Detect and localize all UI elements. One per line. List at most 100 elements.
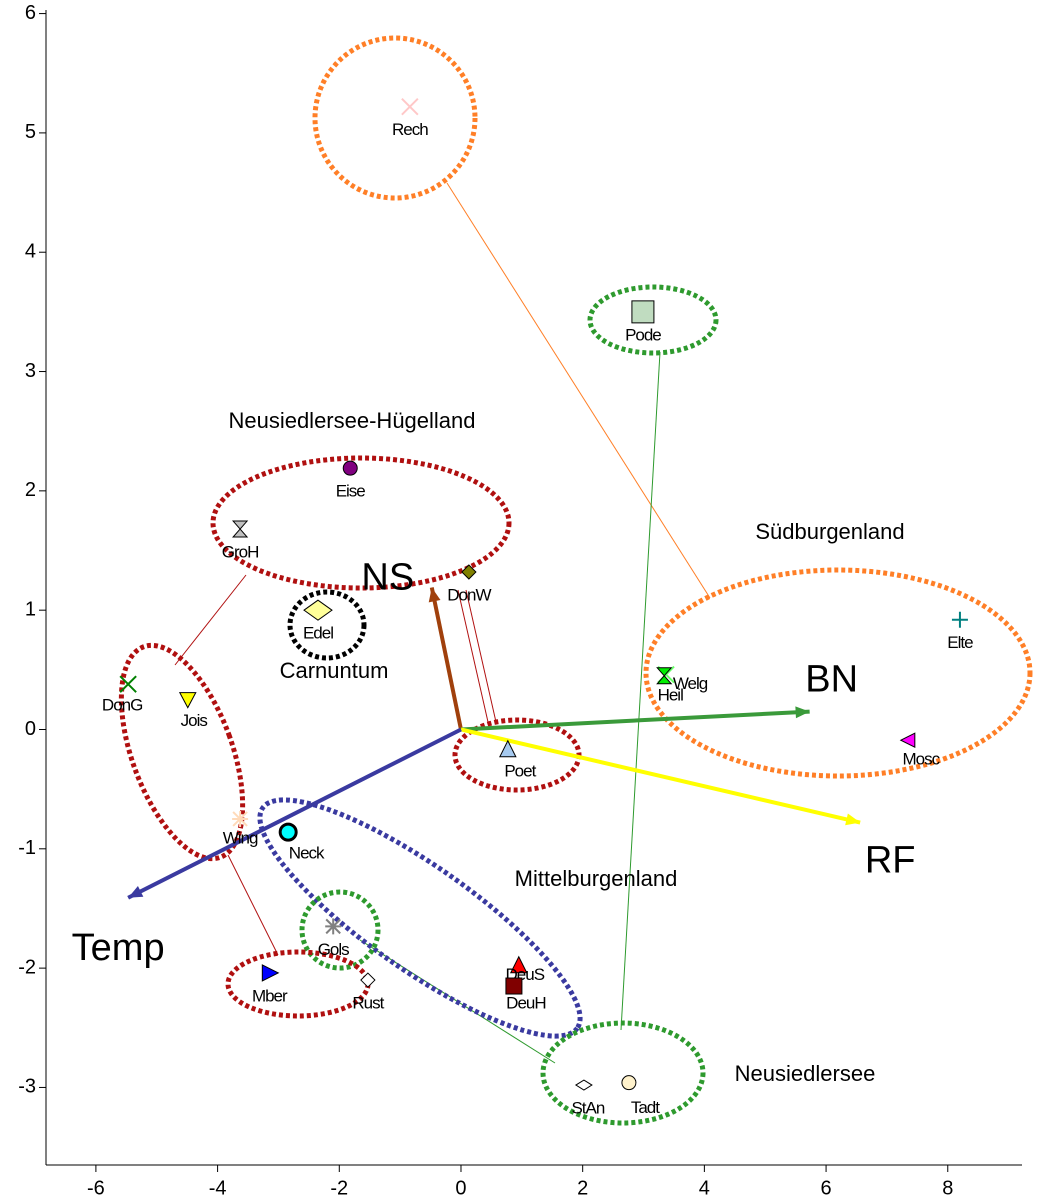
group-ellipse (587, 284, 719, 356)
marker (261, 964, 280, 982)
point-label: Poet (504, 761, 536, 780)
point (303, 599, 333, 621)
link (465, 589, 497, 723)
group-ellipse (299, 889, 381, 971)
point-label: DonW (447, 585, 491, 604)
group-ellipse (210, 455, 512, 591)
link (620, 351, 661, 1031)
point-label: Heil (658, 685, 684, 704)
vector (127, 727, 462, 900)
point-label: Neck (289, 844, 325, 863)
x-tick-label: 4 (699, 1177, 710, 1199)
marker (401, 97, 419, 116)
marker (178, 692, 197, 709)
point (232, 520, 249, 538)
marker (631, 300, 655, 324)
marker (342, 460, 358, 476)
y-tick-label: 6 (25, 2, 36, 24)
point-label: Elte (947, 633, 973, 652)
x-tick-label: 2 (577, 1177, 588, 1199)
point (325, 918, 342, 935)
point-label: StAn (571, 1099, 604, 1118)
vector-arrow (460, 727, 861, 825)
vector (460, 727, 861, 826)
vector-arrow (460, 709, 810, 732)
point (499, 739, 517, 758)
arrow-head (428, 587, 441, 603)
point-label: Eise (336, 482, 366, 501)
link (446, 182, 711, 599)
group-ellipse (118, 642, 246, 862)
point-label: DeuH (506, 994, 545, 1013)
point-label: Welg (673, 674, 708, 693)
point-label: Mber (252, 986, 288, 1005)
group-ellipse (287, 589, 367, 661)
x-tick-label: -4 (209, 1177, 227, 1199)
x-tick-label: 8 (942, 1177, 953, 1199)
marker (303, 599, 333, 621)
group-label: Neusiedlersee-Hügelland (228, 408, 475, 433)
point-label: Tadt (631, 1098, 660, 1117)
point (178, 692, 197, 709)
x-tick-label: 0 (455, 1177, 466, 1199)
y-tick-label: -2 (18, 956, 36, 978)
link (227, 854, 279, 956)
point-label: Gols (318, 940, 349, 959)
marker (499, 739, 517, 758)
marker (119, 675, 137, 693)
marker (621, 1075, 637, 1091)
point-label: Mosc (903, 750, 941, 769)
y-tick-label: 1 (25, 598, 36, 620)
marker (461, 564, 477, 580)
group-label: Mittelburgenland (515, 866, 678, 891)
vector (428, 587, 463, 730)
marker (899, 732, 916, 749)
marker (278, 822, 298, 842)
group-outlines (118, 35, 1033, 1126)
marker (951, 611, 968, 628)
marker (232, 520, 249, 538)
vector-arrow (127, 727, 462, 900)
vector-label: RF (865, 840, 916, 882)
point-label: Jois (181, 711, 208, 730)
y-tick-label: 4 (25, 240, 36, 262)
point-label: GroH (222, 543, 259, 562)
y-tick-label: 0 (25, 718, 36, 740)
point (574, 1079, 593, 1091)
y-tick-label: -3 (18, 1076, 36, 1098)
point-label: Wing (223, 828, 258, 847)
marker (574, 1079, 593, 1091)
group-ellipse (225, 949, 371, 1019)
point (360, 972, 376, 988)
x-tick-label: 6 (821, 1177, 832, 1199)
point-label: Pode (625, 325, 661, 344)
group-ellipse (257, 797, 583, 1039)
point (401, 97, 419, 116)
point-label: Rech (392, 120, 428, 139)
vector-label: BN (805, 659, 858, 701)
link (174, 574, 247, 666)
vector-label: NS (361, 557, 414, 599)
vector-arrow (429, 587, 463, 730)
x-tick-label: -6 (87, 1177, 105, 1199)
arrow-head (795, 706, 810, 719)
marker (360, 972, 376, 988)
y-tick-label: 3 (25, 360, 36, 382)
x-tick-label: -2 (330, 1177, 348, 1199)
group-ellipse (643, 567, 1033, 779)
point (899, 732, 916, 749)
point-label: Edel (303, 624, 333, 643)
group-ellipse (312, 35, 478, 201)
point (461, 564, 477, 580)
point (951, 611, 968, 628)
point (261, 964, 280, 982)
vector-label: Temp (72, 927, 165, 969)
arrow-head (128, 886, 144, 898)
marker (656, 667, 673, 685)
point (232, 810, 249, 827)
point-label: DonG (102, 696, 142, 715)
point (656, 667, 673, 685)
point-label: Rust (352, 994, 384, 1013)
marker (232, 810, 249, 827)
